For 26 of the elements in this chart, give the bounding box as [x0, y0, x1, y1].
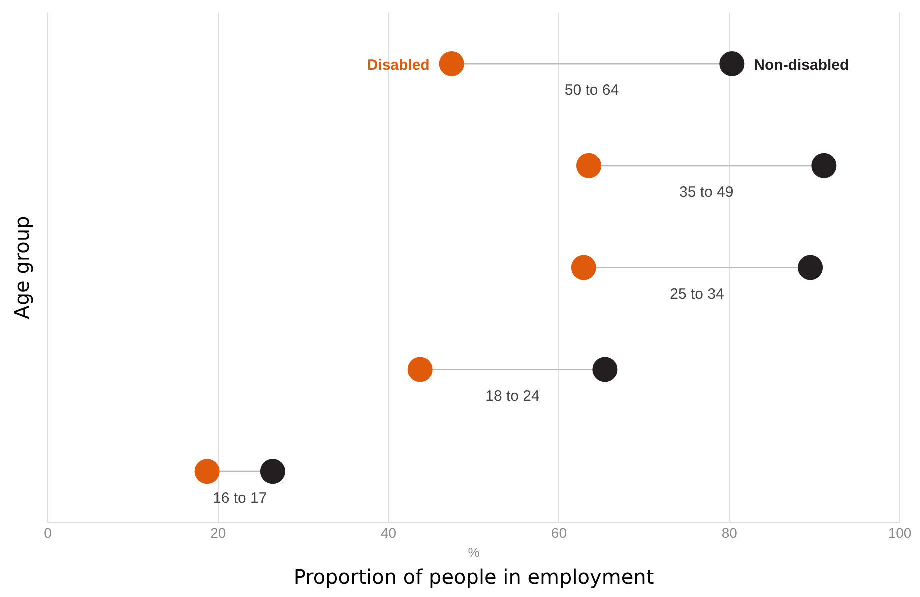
point [720, 51, 745, 76]
y-tick-label: 50 to 64 [564, 82, 620, 100]
y-tick-label: 25 to 34 [670, 286, 724, 303]
y-tick-label: 35 to 49 [679, 184, 734, 202]
y-axis-title: Age group [10, 216, 34, 320]
point [592, 357, 618, 382]
y-tick-label: 18 to 24 [486, 388, 540, 405]
x-tick-label: 20 [210, 524, 226, 541]
point [812, 153, 837, 178]
point [260, 459, 286, 484]
x-tick-label: 40 [381, 524, 397, 541]
y-tick-label: 16 to 17 [213, 490, 268, 507]
point [194, 459, 220, 484]
point [576, 153, 602, 178]
point [571, 255, 596, 280]
series-label: Disabled [367, 57, 430, 74]
point [408, 357, 433, 382]
x-tick-label: 0 [44, 524, 52, 541]
point [798, 255, 824, 280]
x-tick-label: 80 [722, 524, 738, 541]
x-axis-title: % [468, 544, 480, 560]
point [439, 51, 464, 76]
x-tick-label: 60 [551, 524, 568, 541]
text: Proportion of people in employment [294, 565, 654, 590]
series-label: Non-disabled [754, 57, 850, 74]
x-tick-label: 100 [888, 524, 912, 541]
